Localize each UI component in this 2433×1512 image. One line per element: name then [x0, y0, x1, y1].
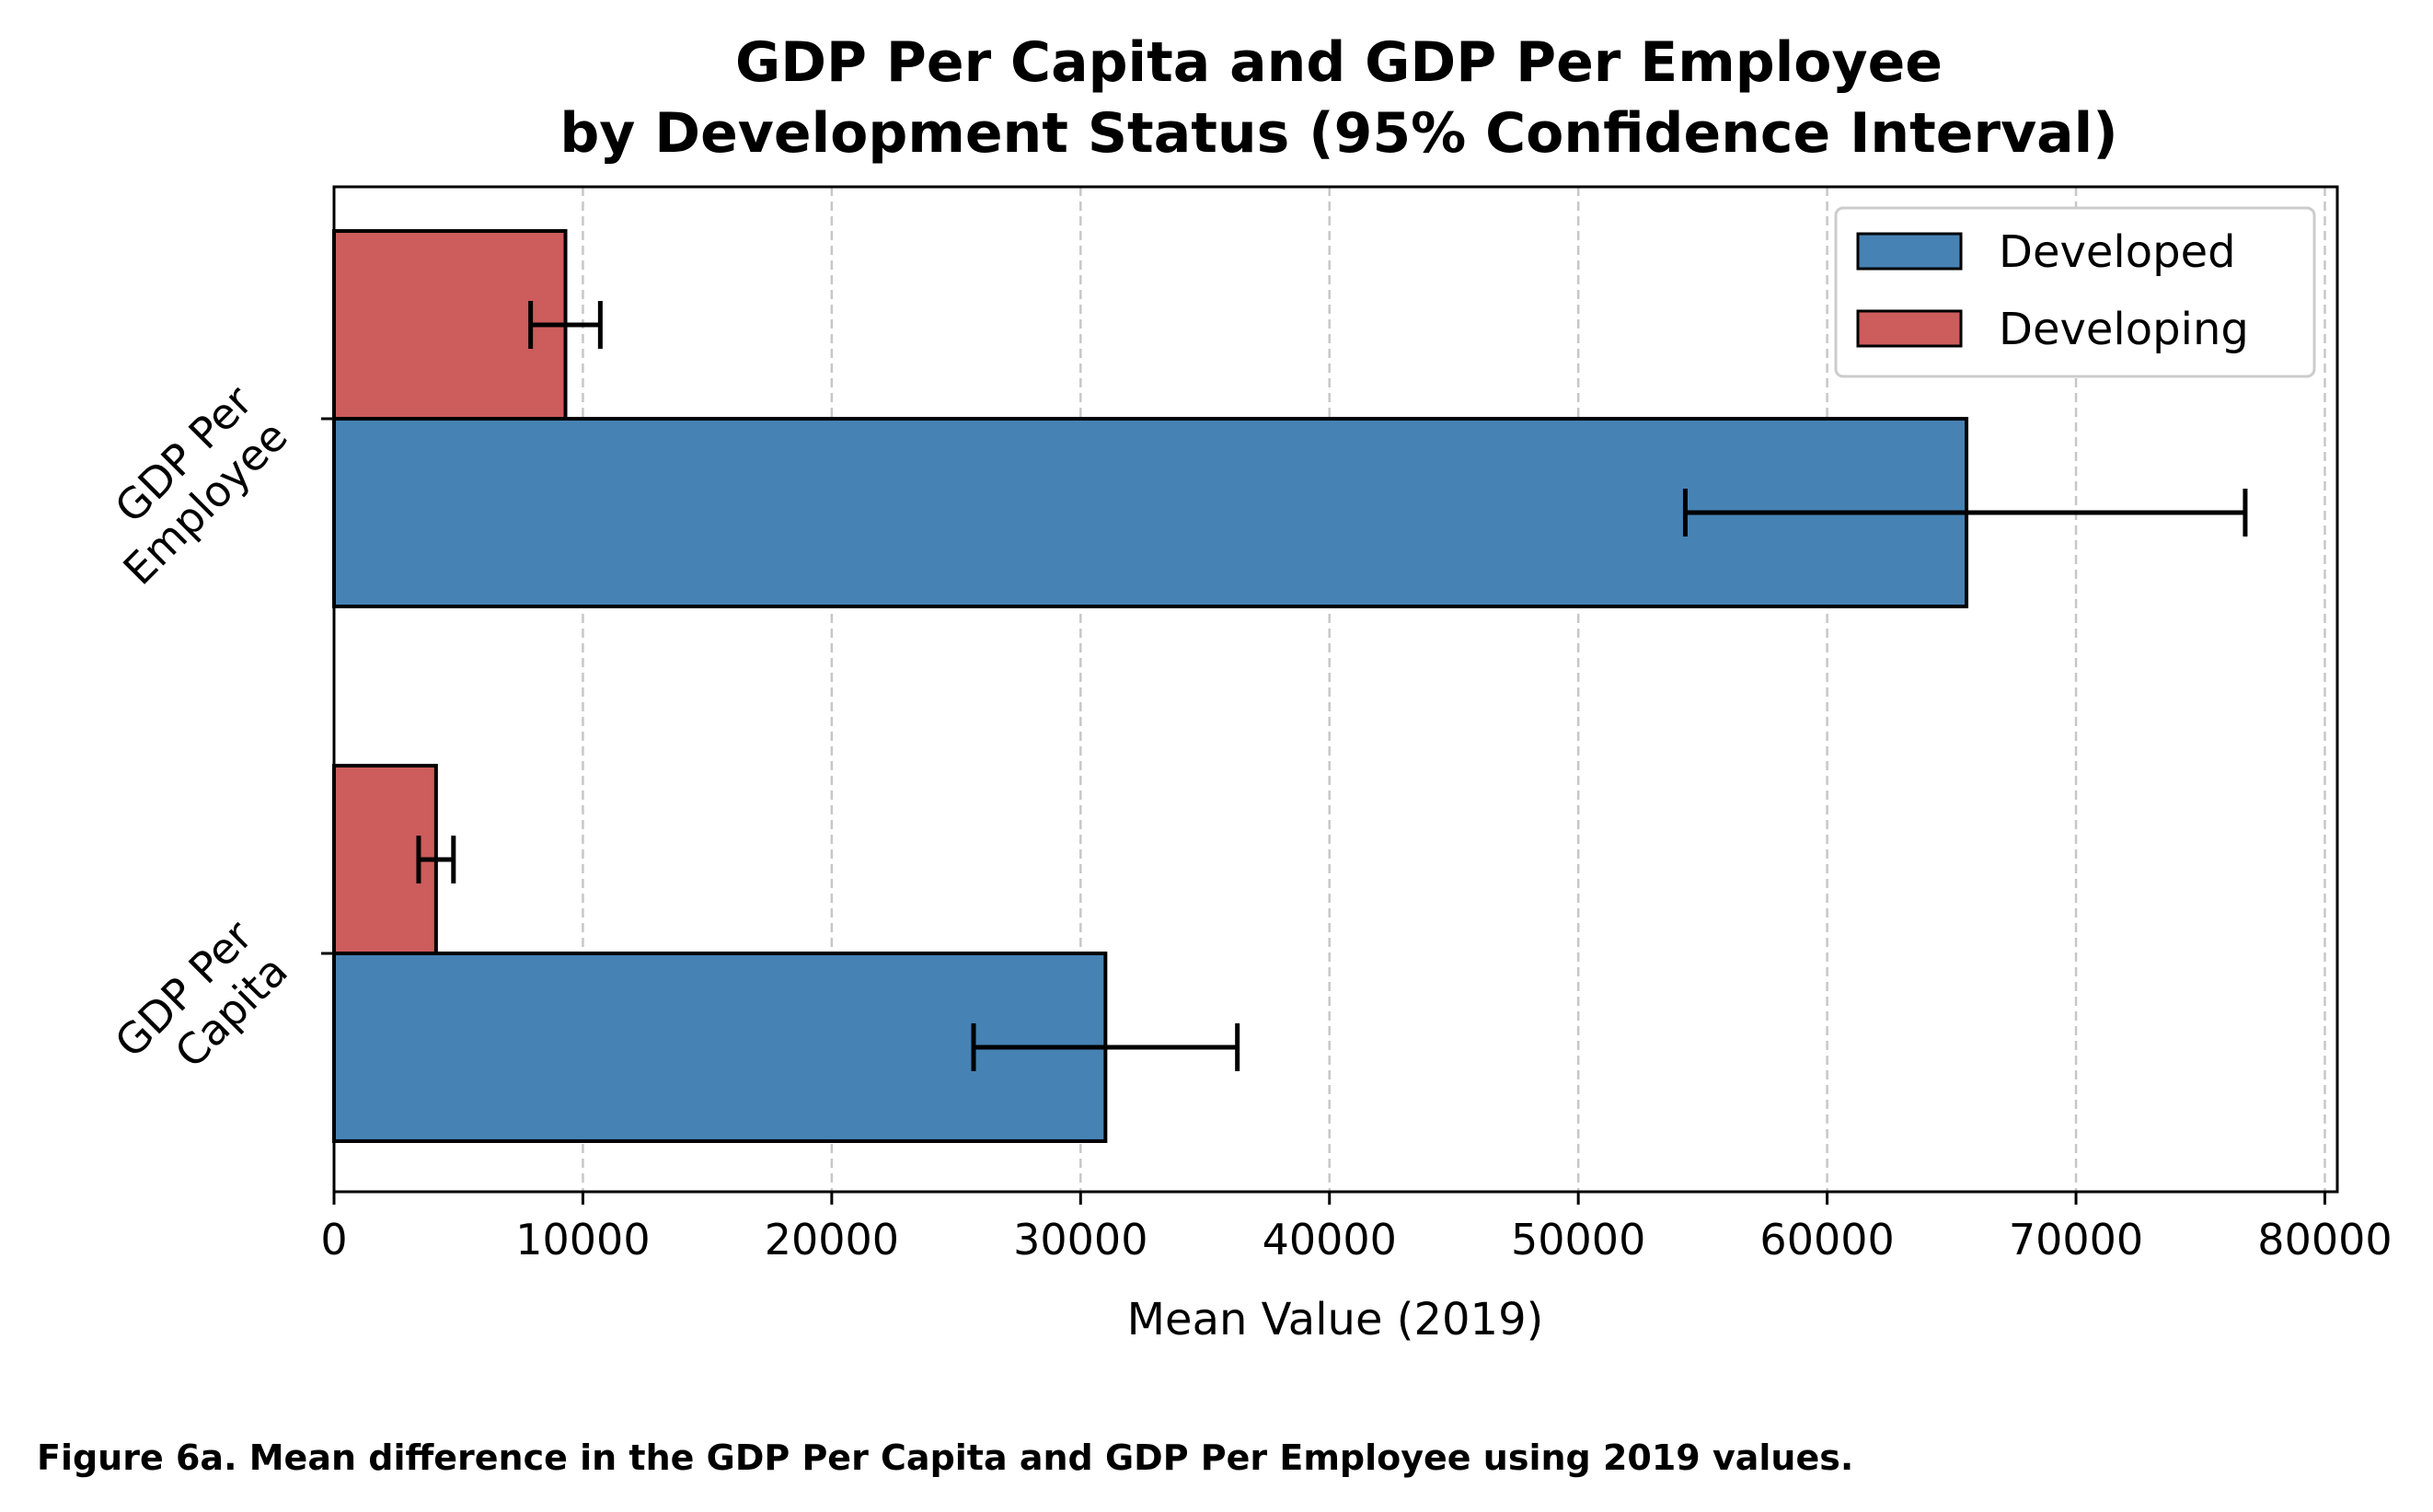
- x-tick-label-3: 30000: [1013, 1215, 1147, 1264]
- y-tick-label-0: GDP PerCapita: [105, 910, 296, 1102]
- chart-title-line-1: GDP Per Capita and GDP Per Employee: [735, 30, 1943, 95]
- x-tick-label-2: 20000: [765, 1215, 899, 1264]
- legend-swatch-developed: [1856, 232, 1963, 271]
- x-tick-label-8: 80000: [2257, 1215, 2392, 1264]
- x-tick-label-4: 40000: [1263, 1215, 1397, 1264]
- figure-caption: Figure 6a. Mean difference in the GDP Pe…: [37, 1437, 1854, 1478]
- bars: [332, 229, 1969, 1143]
- x-axis-label: Mean Value (2019): [1127, 1294, 1544, 1345]
- legend-swatch-developing: [1856, 309, 1963, 348]
- x-tick-label-5: 50000: [1511, 1215, 1645, 1264]
- legend: Developed Developing: [1834, 206, 2316, 378]
- legend-label-developing: Developing: [1999, 304, 2249, 355]
- plot-frame: [332, 185, 2339, 1194]
- chart-title-line-2: by Development Status (95% Confidence In…: [559, 101, 2117, 166]
- legend-label-developed: Developed: [1999, 226, 2236, 278]
- y-axis-ticks: GDP PerCapita GDP PerEmployee: [78, 375, 334, 1102]
- x-tick-label-7: 70000: [2009, 1215, 2143, 1264]
- y-tick-label-1: GDP PerEmployee: [78, 375, 297, 594]
- x-tick-label-0: 0: [320, 1215, 347, 1264]
- x-tick-label-6: 60000: [1759, 1215, 1894, 1264]
- x-axis-ticks: 0 10000 20000 30000 40000 50000 60000 70000 8000…: [320, 1192, 2393, 1264]
- error-bars: [416, 301, 2248, 1071]
- x-tick-label-1: 10000: [515, 1215, 650, 1264]
